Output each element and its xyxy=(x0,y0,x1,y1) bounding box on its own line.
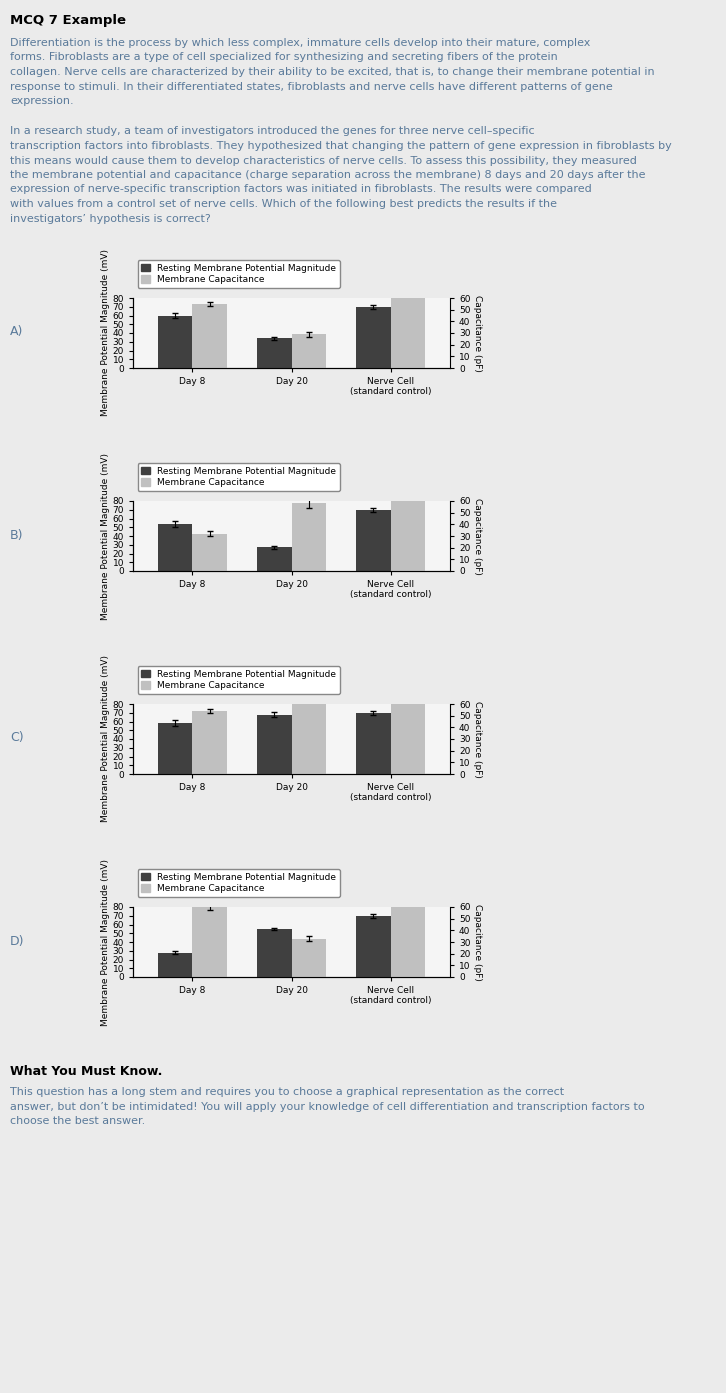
Bar xyxy=(192,907,227,976)
Bar xyxy=(257,929,292,976)
Y-axis label: Membrane Potential Magnitude (mV): Membrane Potential Magnitude (mV) xyxy=(101,453,110,620)
Text: This question has a long stem and requires you to choose a graphical representat: This question has a long stem and requir… xyxy=(10,1087,564,1098)
Text: with values from a control set of nerve cells. Which of the following best predi: with values from a control set of nerve … xyxy=(10,199,557,209)
Bar xyxy=(192,304,227,368)
Bar xyxy=(391,901,425,976)
Text: What You Must Know.: What You Must Know. xyxy=(10,1066,163,1078)
Text: answer, but don’t be intimidated! You will apply your knowledge of cell differen: answer, but don’t be intimidated! You wi… xyxy=(10,1102,645,1112)
Text: investigators’ hypothesis is correct?: investigators’ hypothesis is correct? xyxy=(10,213,211,223)
Bar xyxy=(257,338,292,368)
Bar xyxy=(192,710,227,775)
Text: collagen. Nerve cells are characterized by their ability to be excited, that is,: collagen. Nerve cells are characterized … xyxy=(10,67,655,77)
Text: transcription factors into fibroblasts. They hypothesized that changing the patt: transcription factors into fibroblasts. … xyxy=(10,141,672,150)
Text: expression of nerve-specific transcription factors was initiated in fibroblasts.: expression of nerve-specific transcripti… xyxy=(10,184,592,195)
Bar xyxy=(257,715,292,775)
Text: Differentiation is the process by which less complex, immature cells develop int: Differentiation is the process by which … xyxy=(10,38,590,47)
Text: MCQ 7 Example: MCQ 7 Example xyxy=(10,14,126,26)
Bar xyxy=(292,698,326,775)
Bar xyxy=(158,723,192,775)
Text: C): C) xyxy=(10,731,24,744)
Bar xyxy=(356,306,391,368)
Text: choose the best answer.: choose the best answer. xyxy=(10,1116,145,1126)
Bar xyxy=(391,495,425,571)
Y-axis label: Capacitance (pF): Capacitance (pF) xyxy=(473,904,482,981)
Bar xyxy=(257,547,292,571)
Text: forms. Fibroblasts are a type of cell specialized for synthesizing and secreting: forms. Fibroblasts are a type of cell sp… xyxy=(10,53,558,63)
Text: D): D) xyxy=(10,935,25,947)
Bar xyxy=(158,953,192,976)
Bar xyxy=(158,315,192,368)
Text: In a research study, a team of investigators introduced the genes for three nerv: In a research study, a team of investiga… xyxy=(10,127,534,137)
Legend: Resting Membrane Potential Magnitude, Membrane Capacitance: Resting Membrane Potential Magnitude, Me… xyxy=(137,666,340,694)
Y-axis label: Capacitance (pF): Capacitance (pF) xyxy=(473,497,482,574)
Bar xyxy=(192,534,227,571)
Bar xyxy=(356,915,391,976)
Y-axis label: Membrane Potential Magnitude (mV): Membrane Potential Magnitude (mV) xyxy=(101,858,110,1025)
Bar xyxy=(292,939,326,976)
Text: B): B) xyxy=(10,528,23,542)
Text: A): A) xyxy=(10,326,23,338)
Text: expression.: expression. xyxy=(10,96,73,106)
Bar xyxy=(292,334,326,368)
Bar xyxy=(356,713,391,775)
Bar xyxy=(158,524,192,571)
Text: the membrane potential and capacitance (charge separation across the membrane) 8: the membrane potential and capacitance (… xyxy=(10,170,645,180)
Bar xyxy=(356,510,391,571)
Legend: Resting Membrane Potential Magnitude, Membrane Capacitance: Resting Membrane Potential Magnitude, Me… xyxy=(137,869,340,897)
Y-axis label: Capacitance (pF): Capacitance (pF) xyxy=(473,701,482,777)
Bar xyxy=(391,698,425,775)
Legend: Resting Membrane Potential Magnitude, Membrane Capacitance: Resting Membrane Potential Magnitude, Me… xyxy=(137,260,340,288)
Legend: Resting Membrane Potential Magnitude, Membrane Capacitance: Resting Membrane Potential Magnitude, Me… xyxy=(137,462,340,490)
Text: response to stimuli. In their differentiated states, fibroblasts and nerve cells: response to stimuli. In their differenti… xyxy=(10,82,613,92)
Y-axis label: Membrane Potential Magnitude (mV): Membrane Potential Magnitude (mV) xyxy=(101,249,110,417)
Y-axis label: Membrane Potential Magnitude (mV): Membrane Potential Magnitude (mV) xyxy=(101,656,110,822)
Text: this means would cause them to develop characteristics of nerve cells. To assess: this means would cause them to develop c… xyxy=(10,156,637,166)
Bar xyxy=(292,503,326,571)
Y-axis label: Capacitance (pF): Capacitance (pF) xyxy=(473,294,482,372)
Bar xyxy=(391,293,425,368)
